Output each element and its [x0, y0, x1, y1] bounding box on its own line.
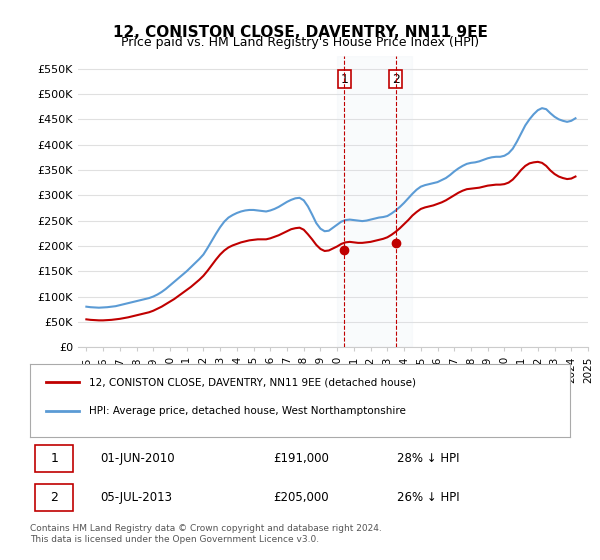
Text: 2: 2	[392, 73, 400, 86]
Text: 2: 2	[50, 491, 58, 504]
Text: 26% ↓ HPI: 26% ↓ HPI	[397, 491, 460, 504]
Text: HPI: Average price, detached house, West Northamptonshire: HPI: Average price, detached house, West…	[89, 407, 406, 416]
Text: Price paid vs. HM Land Registry's House Price Index (HPI): Price paid vs. HM Land Registry's House …	[121, 36, 479, 49]
Text: £205,000: £205,000	[273, 491, 329, 504]
Text: 05-JUL-2013: 05-JUL-2013	[100, 491, 172, 504]
Bar	[337, 56, 412, 347]
Text: £191,000: £191,000	[273, 452, 329, 465]
Text: This data is licensed under the Open Government Licence v3.0.: This data is licensed under the Open Gov…	[30, 535, 319, 544]
Text: 1: 1	[50, 452, 58, 465]
Text: 28% ↓ HPI: 28% ↓ HPI	[397, 452, 460, 465]
FancyBboxPatch shape	[35, 484, 73, 511]
Text: 01-JUN-2010: 01-JUN-2010	[100, 452, 175, 465]
Text: 12, CONISTON CLOSE, DAVENTRY, NN11 9EE (detached house): 12, CONISTON CLOSE, DAVENTRY, NN11 9EE (…	[89, 377, 416, 387]
Text: 1: 1	[340, 73, 348, 86]
Text: 12, CONISTON CLOSE, DAVENTRY, NN11 9EE: 12, CONISTON CLOSE, DAVENTRY, NN11 9EE	[113, 25, 487, 40]
FancyBboxPatch shape	[35, 445, 73, 472]
Text: Contains HM Land Registry data © Crown copyright and database right 2024.: Contains HM Land Registry data © Crown c…	[30, 524, 382, 533]
